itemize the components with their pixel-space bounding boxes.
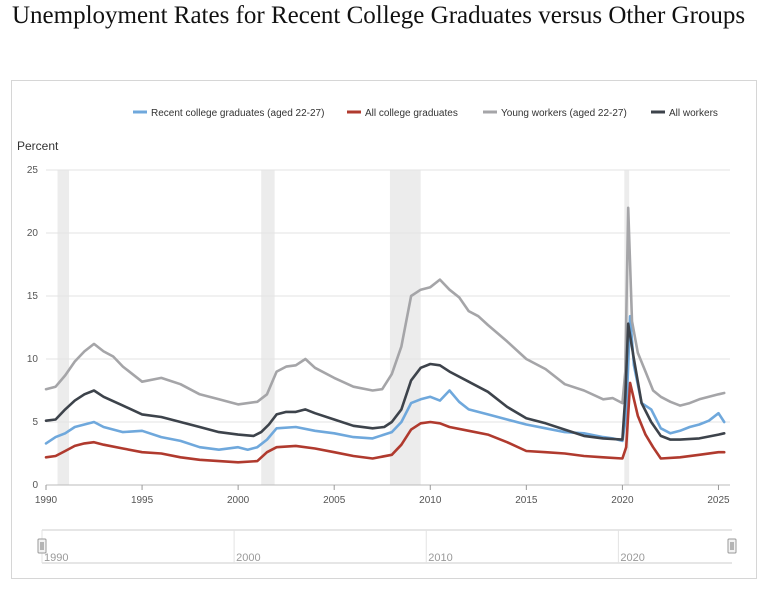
x-tick-2015: 2015 xyxy=(515,495,538,506)
navigator-label-1990: 1990 xyxy=(44,552,68,564)
range-navigator[interactable]: 1990 2000 2010 2020 xyxy=(37,529,737,564)
y-tick-20: 20 xyxy=(27,228,39,239)
navigator-left-handle[interactable] xyxy=(37,538,47,554)
navigator-label-2000: 2000 xyxy=(236,552,260,564)
handle-box xyxy=(37,538,47,554)
page-title: Unemployment Rates for Recent College Gr… xyxy=(12,2,746,29)
x-tick-1995: 1995 xyxy=(131,495,154,506)
y-axis-title: Percent xyxy=(17,139,59,153)
chart-frame xyxy=(11,80,757,579)
recession-band-0 xyxy=(57,170,70,485)
x-tick-1990: 1990 xyxy=(35,495,58,506)
series-line-2 xyxy=(44,206,726,407)
navigator-label-2020: 2020 xyxy=(620,552,644,564)
legend-item-1[interactable]: All college graduates xyxy=(347,108,458,119)
x-axis: 1990 1995 2000 2005 2010 2015 2020 2025 xyxy=(35,485,730,506)
legend-item-0[interactable]: Recent college graduates (aged 22-27) xyxy=(133,108,324,119)
y-tick-10: 10 xyxy=(27,354,39,365)
series-line-1 xyxy=(44,381,726,464)
legend-label-1: All college graduates xyxy=(365,108,458,119)
x-tick-2010: 2010 xyxy=(419,495,442,506)
y-gridlines xyxy=(46,169,730,486)
series-lines xyxy=(44,206,726,464)
y-tick-15: 15 xyxy=(27,291,39,302)
legend[interactable]: Recent college graduates (aged 22-27) All… xyxy=(133,108,718,119)
x-tick-2005: 2005 xyxy=(323,495,346,506)
legend-label-3: All workers xyxy=(669,108,718,119)
x-tick-2025: 2025 xyxy=(707,495,730,506)
recession-bands xyxy=(57,170,630,485)
legend-item-2[interactable]: Young workers (aged 22-27) xyxy=(483,108,627,119)
y-tick-labels: 0 5 10 15 20 25 xyxy=(27,165,39,491)
legend-label-0: Recent college graduates (aged 22-27) xyxy=(151,108,324,119)
x-tick-2020: 2020 xyxy=(611,495,634,506)
legend-item-3[interactable]: All workers xyxy=(651,108,718,119)
series-line-3 xyxy=(44,322,726,441)
x-tick-2000: 2000 xyxy=(227,495,250,506)
y-tick-0: 0 xyxy=(32,480,38,491)
navigator-label-2010: 2010 xyxy=(428,552,452,564)
recession-band-1 xyxy=(261,170,275,485)
legend-label-2: Young workers (aged 22-27) xyxy=(501,108,627,119)
y-tick-25: 25 xyxy=(27,165,39,176)
y-tick-5: 5 xyxy=(32,417,38,428)
handle-box xyxy=(727,538,737,554)
navigator-right-handle[interactable] xyxy=(727,538,737,554)
